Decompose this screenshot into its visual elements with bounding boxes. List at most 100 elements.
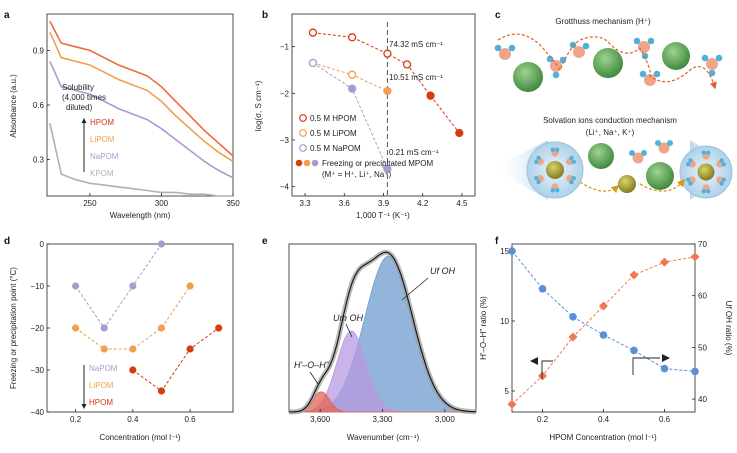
d-ytick-label-1: −10 (30, 282, 44, 291)
f-point-uf-0 (507, 399, 517, 409)
b-point-0-0 (308, 28, 318, 37)
water-molecule-5 (639, 70, 661, 86)
e-xtick-label-0: 3,600 (310, 415, 331, 424)
legend-b-napom: 0.5 M NaPOM (310, 144, 361, 153)
panel-e-label: e (262, 236, 268, 247)
legend-b-lipom: 0.5 M LiPOM (310, 129, 357, 138)
d-ytick-label-3: −30 (30, 366, 44, 375)
d-ytick-label-0: 0 (40, 240, 45, 249)
a-ytick-label-1: 0.6 (33, 101, 45, 110)
shell-right-water-hydrogen-a-4 (685, 177, 691, 182)
f-point-uf-3 (599, 301, 608, 311)
e-xtick-label-2: 3,000 (435, 415, 456, 424)
solubility-line-3: diluted) (66, 103, 93, 112)
grotthuss-path (497, 33, 717, 90)
legend-b-freezing: Freezing or precipitated MPOM (322, 159, 433, 168)
panel-b: b 3.3 3.6 3.9 4.2 4.5 −1 −2 −3 −4 74.32 mS cm⁻¹… (254, 10, 476, 220)
grotthuss-ion-3 (662, 42, 690, 70)
shell-right-water-hydrogen-b-4 (688, 181, 693, 186)
panel-d-xticks: 0.2 0.4 0.6 (70, 409, 196, 424)
legend-b-napom-marker (299, 144, 307, 152)
panel-f-frame (511, 243, 696, 413)
b-xtick-label-1: 3.6 (339, 199, 351, 208)
solvation-shell-right-waters (685, 150, 727, 194)
b-point-2-1 (347, 84, 357, 93)
f-point-uf-1 (538, 371, 547, 381)
panel-d-series (72, 240, 223, 395)
d-line-lipom (75, 285, 191, 350)
shell-right-water-hydrogen-a-2 (719, 181, 724, 186)
legend-a-hpom: HPOM (90, 118, 114, 127)
f-point-uf-2 (568, 332, 578, 342)
f-point-uf-6 (690, 252, 700, 262)
f-line-right (511, 256, 696, 405)
a-ytick-label-2: 0.9 (33, 46, 45, 55)
b-point-0-2 (383, 49, 392, 58)
shell-left-water-hydrogen-a-1 (571, 159, 576, 165)
panel-e: e 3,600 3,300 3,000 Uf OH Um OH H'–O–H'' W… (262, 236, 477, 442)
panel-f-yticks: 5 10 15 40 50 60 70 (500, 240, 707, 404)
solvation-path-2 (639, 178, 685, 192)
arrow-to-left-axis (541, 360, 553, 379)
shell-left-water-hydrogen-b-0 (550, 147, 555, 152)
panel-a-curves (49, 20, 234, 197)
shell-right-water-hydrogen-a-1 (721, 162, 727, 167)
panel-b-yticks: −1 −2 −3 −4 (280, 43, 295, 192)
curve-napom (49, 60, 234, 179)
arrow-left-head (530, 357, 538, 365)
curve-hpom (49, 20, 234, 157)
e-peak-2 (289, 391, 476, 413)
panel-b-label: b (262, 10, 268, 21)
shell-right-water-hydrogen-a-3 (701, 189, 706, 194)
panel-a: a 250 300 350 0.3 0.6 0.9 Wavelength (nm) Ab… (4, 10, 240, 220)
panel-e-xticks: 3,600 3,300 3,000 (310, 409, 455, 424)
f-xtick-label-2: 0.6 (659, 415, 671, 424)
f-line-left (511, 250, 696, 372)
d-point-hpom-1 (157, 387, 166, 395)
b-point-0-1 (347, 33, 357, 42)
panel-a-xticks: 250 300 350 (83, 193, 240, 208)
d-point-lipom-3 (157, 324, 166, 332)
shell-left-water-hydrogen-a-3 (550, 188, 555, 193)
d-line-napom (75, 243, 162, 329)
a-xtick-label-1: 300 (155, 199, 169, 208)
b-xtick-label-0: 3.3 (300, 199, 312, 208)
legend-d-napom: NaPOM (89, 364, 118, 373)
b-point-2-0 (308, 58, 318, 68)
d-point-lipom-1 (100, 345, 108, 353)
legend-b-filled-lipom (303, 159, 311, 167)
panel-d-ylabel: Freezing or precipitation point (°C) (9, 267, 18, 389)
solvation-ion-green-1 (588, 143, 614, 169)
panel-b-xticks: 3.3 3.6 3.9 4.2 4.5 (300, 193, 468, 208)
shell-left-water-hydrogen-a-5 (536, 155, 541, 161)
f-xtick-label-0: 0.2 (537, 415, 549, 424)
b-point-0-5 (455, 128, 464, 138)
b-ytick-label-0: −1 (280, 43, 290, 52)
b-xtick-label-2: 3.9 (378, 199, 390, 208)
b-xtick-label-3: 4.2 (417, 199, 429, 208)
shell-right-water-hydrogen-a-0 (706, 150, 711, 155)
free-water-2 (655, 140, 673, 154)
legend-b-freezing-ions: (M⁺ = H⁺, Li⁺, Na⁺) (322, 170, 391, 179)
panel-f-ylabel-right: Uf OH ratio (%) (724, 301, 733, 356)
panel-a-yticks: 0.3 0.6 0.9 (33, 46, 50, 165)
legend-d-lipom: LiPOM (89, 381, 114, 390)
legend-b-hpom-marker (299, 114, 307, 122)
solvation-ion-olive-moving (618, 175, 636, 193)
panel-d-label: d (4, 236, 10, 247)
panel-c-label: c (495, 10, 501, 21)
b-point-1-2 (383, 86, 392, 96)
f-point-uf-5 (660, 257, 669, 267)
f-ytick-right-label-3: 70 (698, 240, 707, 249)
panel-b-ylabel: log(σ, S cm⁻¹) (254, 80, 263, 131)
d-point-lipom-4 (186, 282, 194, 290)
shell-right-water-hydrogen-b-3 (706, 189, 711, 194)
b-line-0 (312, 32, 460, 134)
d-point-hpom-3 (215, 324, 223, 332)
a-ytick-label-0: 0.3 (33, 156, 45, 165)
peak-pointer-uf (401, 277, 429, 301)
panel-e-peaks (288, 249, 477, 415)
solvated-ion-left (546, 161, 564, 179)
b-ytick-label-1: −2 (280, 89, 290, 98)
